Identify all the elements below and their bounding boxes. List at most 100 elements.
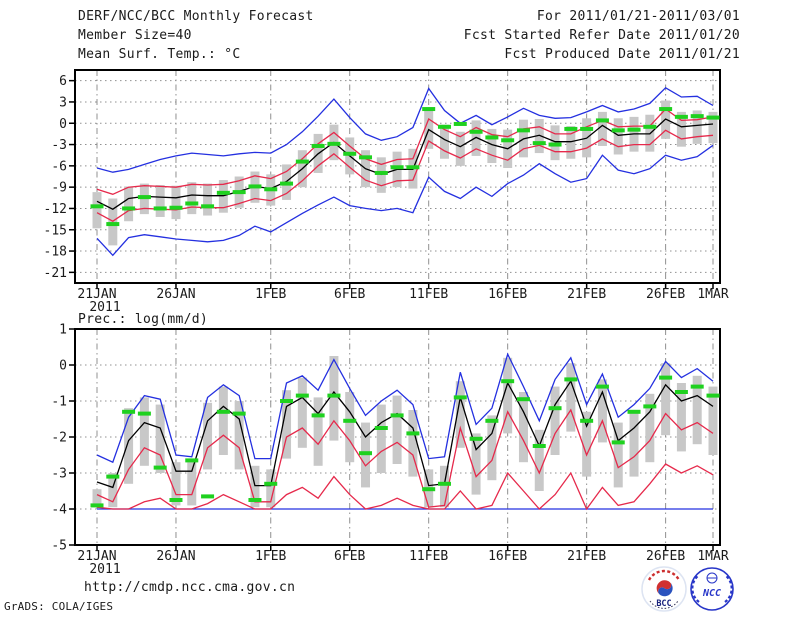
obs-dash: [627, 409, 641, 414]
obs-dash: [453, 121, 467, 126]
spread-bar: [218, 180, 228, 213]
spread-bar: [187, 182, 197, 215]
produced-date-label: Fcst Produced Date 2011/01/21: [504, 47, 740, 62]
obs-dash: [295, 159, 309, 164]
obs-dash: [169, 205, 183, 210]
x-tick-label: 26FEB: [646, 549, 685, 564]
spread-bar: [297, 377, 307, 448]
spread-bar: [455, 131, 465, 166]
spread-bar: [155, 404, 165, 473]
spread-bar: [124, 408, 134, 484]
obs-dash: [548, 406, 562, 411]
y-tick-label: -15: [44, 223, 67, 238]
obs-dash: [627, 127, 641, 132]
obs-dash: [359, 155, 373, 160]
obs-dash: [137, 195, 151, 200]
spread-bar: [124, 186, 134, 222]
obs-dash: [516, 397, 530, 402]
obs-dash: [232, 411, 246, 416]
x-tick-label: 21JAN: [77, 549, 116, 564]
plot-frame: [74, 69, 721, 284]
obs-dash: [706, 393, 720, 398]
obs-dash: [122, 206, 136, 211]
series-line-upper: [96, 108, 714, 195]
y-tick-label: -18: [44, 245, 67, 260]
y-tick-label: -9: [51, 181, 67, 196]
obs-dash: [374, 426, 388, 430]
spread-bar: [203, 402, 213, 470]
series-line-lower: [96, 408, 714, 508]
obs-dash: [611, 128, 625, 133]
obs-dash: [390, 165, 404, 170]
obs-dash: [469, 436, 483, 441]
spread-bar: [566, 126, 576, 159]
spread-bar: [708, 111, 718, 144]
obs-dash: [564, 377, 578, 382]
spread-bar: [692, 110, 702, 144]
obs-dash: [674, 114, 688, 119]
refer-date-label: Fcst Started Refer Date 2011/01/20: [463, 28, 740, 43]
obs-dash: [643, 124, 657, 129]
x-tick-label: 1MAR: [697, 549, 728, 564]
spread-bar: [329, 356, 339, 441]
obs-dash: [216, 409, 230, 414]
spread-bar: [613, 118, 623, 155]
obs-dash: [248, 184, 262, 189]
spread-bar: [345, 392, 355, 463]
precipitation-panel-title: Prec.: log(mm/d): [78, 312, 209, 327]
spread-bar: [518, 392, 528, 463]
obs-dash: [201, 494, 215, 499]
spread-bar: [282, 390, 292, 459]
spread-bar: [313, 397, 323, 466]
obs-dash: [437, 124, 451, 129]
obs-dash: [580, 418, 594, 423]
obs-dash: [327, 393, 341, 398]
spread-bar: [171, 462, 181, 506]
spread-bar: [597, 111, 607, 146]
y-tick-label: -6: [51, 159, 67, 174]
obs-dash: [311, 413, 325, 418]
y-tick-label: -1: [51, 395, 67, 410]
obs-dash: [106, 474, 120, 479]
x-tick-sublabel: 2011: [89, 562, 120, 577]
spread-bar: [187, 462, 197, 506]
y-tick-label: 6: [59, 74, 67, 89]
x-tick-sublabel: 2011: [89, 300, 120, 315]
source-url: http://cmdp.ncc.cma.gov.cn: [84, 580, 296, 595]
series-line-min: [96, 144, 714, 257]
obs-dash: [232, 190, 246, 195]
spread-bar: [171, 185, 181, 220]
y-tick-label: 0: [59, 359, 67, 374]
spread-bar: [582, 411, 592, 477]
obs-dash: [659, 375, 673, 380]
obs-dash: [390, 413, 404, 418]
obs-dash: [295, 393, 309, 398]
member-size-label: Member Size=40: [78, 28, 192, 43]
obs-dash: [564, 126, 578, 131]
obs-dash: [327, 141, 341, 146]
spread-bar: [534, 118, 544, 154]
spread-bar: [566, 363, 576, 432]
spread-bar: [376, 404, 386, 473]
spread-bar: [629, 410, 639, 477]
forecast-period-label: For 2011/01/21-2011/03/01: [536, 9, 740, 24]
x-tick-label: 26FEB: [646, 287, 685, 302]
x-tick-label: 6FEB: [334, 287, 365, 302]
obs-dash: [201, 204, 215, 209]
y-tick-label: -5: [51, 539, 67, 554]
ncc-logo-caption: NCC: [702, 588, 721, 599]
y-tick-label: 1: [59, 323, 67, 338]
obs-dash: [185, 458, 199, 463]
obs-dash: [153, 465, 167, 470]
series-line-low-red: [96, 463, 714, 511]
bcc-swirl-red: [656, 580, 672, 595]
plot-title: DERF/NCC/BCC Monthly Forecast: [78, 9, 314, 24]
x-tick-label: 16FEB: [488, 549, 527, 564]
x-tick-label: 11FEB: [409, 287, 448, 302]
obs-dash: [485, 418, 499, 423]
series-line-mean: [96, 379, 714, 489]
obs-dash: [169, 498, 183, 502]
